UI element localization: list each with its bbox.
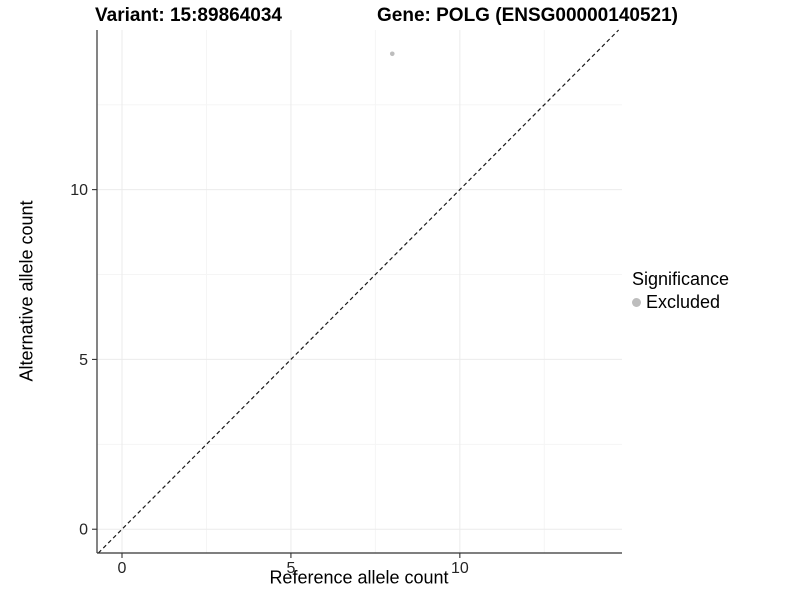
legend-item-excluded: Excluded: [632, 292, 729, 313]
legend-item-label: Excluded: [646, 292, 721, 312]
svg-text:10: 10: [451, 560, 469, 577]
excluded-marker-circle-icon: [632, 298, 641, 307]
x-axis-label: Reference allele count: [269, 567, 449, 588]
gene-title: Gene: POLG (ENSG00000140521): [377, 5, 678, 26]
svg-text:5: 5: [286, 560, 295, 577]
svg-text:0: 0: [118, 560, 127, 577]
svg-text:10: 10: [70, 182, 88, 199]
variant-title: Variant: 15:89864034: [95, 5, 282, 26]
legend-title: Significance: [632, 269, 730, 289]
y-axis-label: Alternative allele count: [16, 200, 37, 382]
svg-text:0: 0: [79, 522, 88, 539]
svg-text:5: 5: [79, 352, 88, 369]
legend: Significance Excluded: [632, 269, 729, 313]
